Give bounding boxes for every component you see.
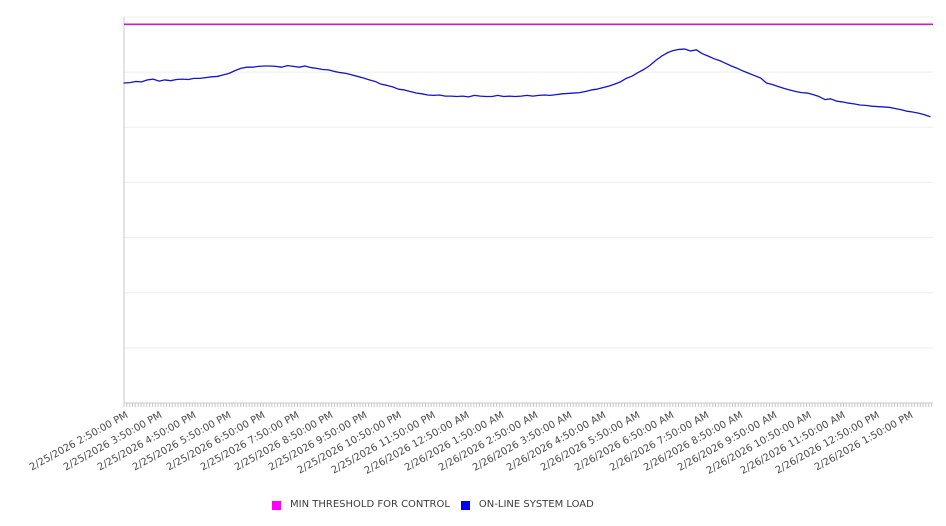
x-axis-minor-ticks [123, 403, 933, 407]
legend-label-online-system-load: ON-LINE SYSTEM LOAD [478, 499, 594, 510]
chart-legend: MIN THRESHOLD FOR CONTROL ON-LINE SYSTEM… [272, 499, 594, 511]
legend-item-min-threshold[interactable]: MIN THRESHOLD FOR CONTROL [272, 500, 450, 510]
on-line-system-load-line [123, 48, 931, 118]
legend-label-min-threshold: MIN THRESHOLD FOR CONTROL [290, 499, 450, 510]
legend-item-online-system-load[interactable]: ON-LINE SYSTEM LOAD [460, 499, 594, 510]
online-system-load-swatch-icon [460, 500, 470, 510]
min-threshold-swatch-icon [272, 500, 281, 510]
